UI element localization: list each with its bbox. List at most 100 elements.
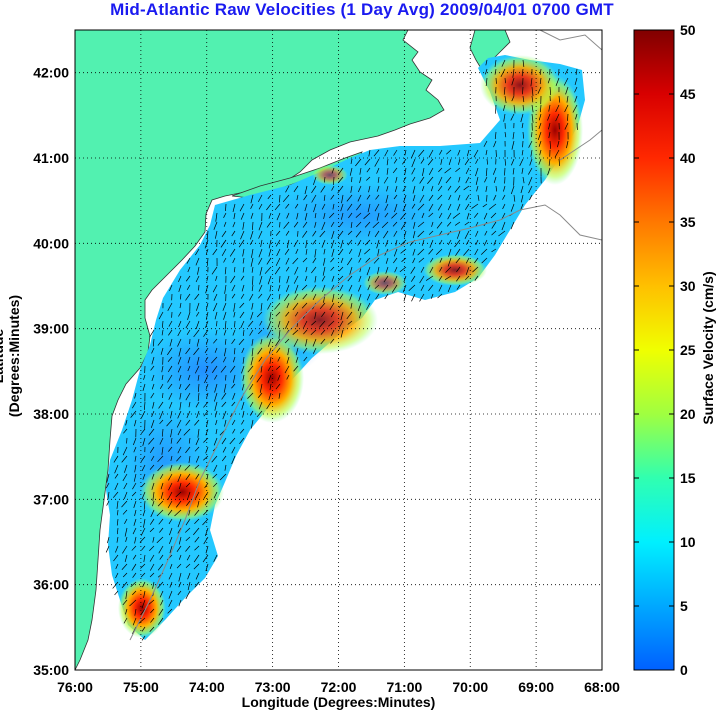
velocity-vector xyxy=(185,392,191,401)
velocity-vector xyxy=(151,473,155,480)
velocity-vector xyxy=(548,158,551,166)
velocity-vector xyxy=(439,266,443,272)
velocity-vector xyxy=(158,608,164,616)
velocity-vector xyxy=(177,338,182,347)
velocity-vector xyxy=(187,311,191,321)
velocity-vector xyxy=(229,365,236,373)
velocity-vector xyxy=(267,365,272,372)
velocity-vector xyxy=(140,608,146,616)
velocity-vector xyxy=(456,284,461,290)
velocity-vector xyxy=(428,194,434,201)
velocity-vector xyxy=(283,221,290,229)
velocity-vector xyxy=(157,581,164,589)
velocity-vector xyxy=(186,500,191,506)
velocity-vector xyxy=(180,293,182,300)
velocity-vector xyxy=(142,383,146,391)
velocity-vector xyxy=(513,104,516,114)
velocity-vector xyxy=(282,194,290,203)
x-tick-label: 73:00 xyxy=(255,679,291,695)
velocity-vector xyxy=(436,221,443,229)
velocity-vector xyxy=(275,383,281,390)
velocity-vector xyxy=(456,275,461,282)
velocity-vector xyxy=(185,518,191,526)
velocity-vector xyxy=(149,554,155,562)
velocity-vector xyxy=(520,185,524,194)
velocity-vector xyxy=(132,401,137,409)
velocity-vector xyxy=(240,320,245,329)
velocity-vector xyxy=(305,266,308,273)
velocity-vector xyxy=(312,293,317,301)
velocity-vector xyxy=(121,581,128,589)
velocity-vector xyxy=(286,302,290,309)
velocity-vector xyxy=(179,383,182,390)
velocity-vector xyxy=(213,437,218,446)
velocity-vector xyxy=(411,293,416,302)
velocity-vector xyxy=(114,473,119,479)
velocity-vector xyxy=(403,176,407,182)
velocity-vector xyxy=(158,401,164,409)
velocity-vector xyxy=(331,167,335,174)
velocity-vector xyxy=(486,158,489,165)
velocity-vector xyxy=(531,86,534,96)
velocity-vector xyxy=(474,248,479,256)
velocity-vector xyxy=(547,77,551,84)
velocity-vector xyxy=(259,320,263,326)
velocity-vector xyxy=(333,176,335,185)
velocity-vector xyxy=(184,464,191,471)
velocity-vector xyxy=(149,572,155,578)
velocity-vector xyxy=(160,491,164,499)
velocity-vector xyxy=(312,257,317,264)
velocity-vector xyxy=(363,212,371,220)
velocity-vector xyxy=(215,428,218,435)
velocity-vector xyxy=(185,590,191,600)
velocity-vector xyxy=(304,212,308,221)
velocity-vector xyxy=(249,383,254,390)
x-tick-label: 76:00 xyxy=(57,679,93,695)
velocity-vector xyxy=(194,446,200,452)
velocity-vector xyxy=(269,311,272,321)
velocity-vector xyxy=(176,545,182,553)
velocity-vector xyxy=(428,230,434,235)
velocity-vector xyxy=(412,248,416,256)
velocity-vector xyxy=(239,203,245,212)
velocity-vector xyxy=(320,338,326,345)
velocity-vector xyxy=(176,563,182,569)
velocity-vector xyxy=(256,374,263,383)
velocity-vector xyxy=(330,311,335,318)
velocity-vector xyxy=(574,95,578,103)
velocity-vector xyxy=(483,140,488,147)
velocity-vector xyxy=(150,365,155,371)
velocity-vector xyxy=(205,365,209,373)
velocity-vector xyxy=(275,257,281,266)
velocity-vector xyxy=(328,320,335,327)
velocity-vector xyxy=(161,320,164,328)
land-mass xyxy=(75,30,445,670)
velocity-vector xyxy=(294,203,299,209)
velocity-vector xyxy=(364,158,371,166)
velocity-vector xyxy=(151,482,155,490)
velocity-vector xyxy=(168,473,173,481)
velocity-vector xyxy=(485,77,488,87)
velocity-vector xyxy=(159,554,164,560)
velocity-vector xyxy=(412,176,416,182)
velocity-vector xyxy=(287,347,290,356)
velocity-vector xyxy=(141,545,146,551)
velocity-vector xyxy=(162,392,164,399)
velocity-vector xyxy=(205,545,209,554)
velocity-vector xyxy=(132,482,137,490)
velocity-vector xyxy=(268,347,272,354)
velocity-vector xyxy=(323,257,326,266)
velocity-vector xyxy=(400,239,407,246)
velocity-vector xyxy=(193,527,200,536)
velocity-vector xyxy=(178,311,182,317)
velocity-vector xyxy=(367,203,371,213)
velocity-vector xyxy=(522,176,525,184)
velocity-vector xyxy=(185,482,191,488)
velocity-vector xyxy=(314,248,317,258)
velocity-vector xyxy=(367,275,371,282)
velocity-vector xyxy=(340,203,344,212)
velocity-vector xyxy=(485,167,488,177)
velocity-vector xyxy=(377,176,380,183)
velocity-vector xyxy=(167,302,173,311)
velocity-vector xyxy=(274,302,281,310)
